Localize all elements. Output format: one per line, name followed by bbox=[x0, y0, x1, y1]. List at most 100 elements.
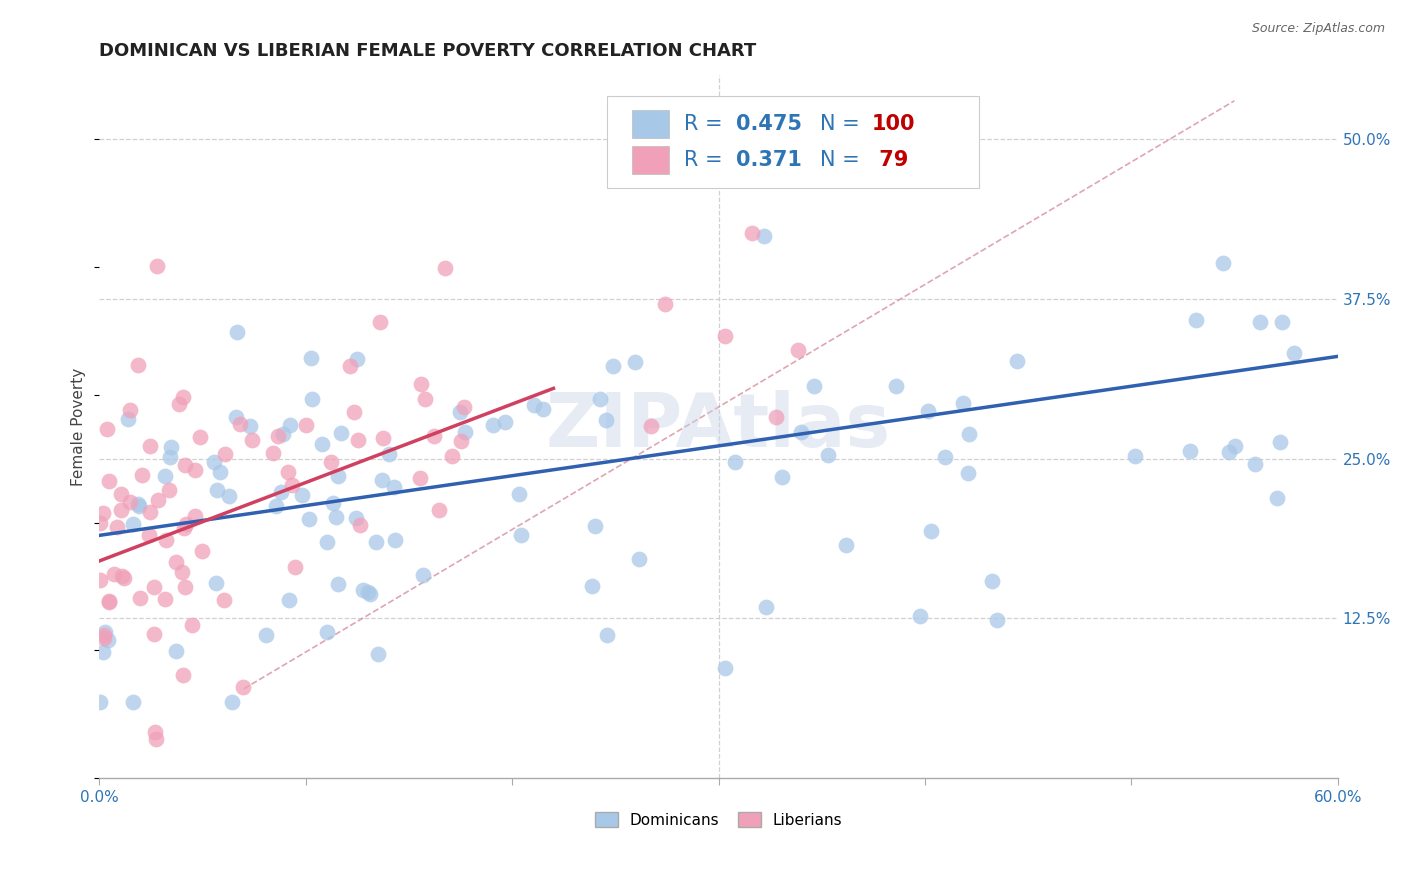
Point bbox=[205, 483, 228, 497]
Point bbox=[153, 469, 176, 483]
Point bbox=[221, 694, 243, 708]
Point bbox=[382, 480, 405, 494]
Point bbox=[167, 396, 190, 410]
Point bbox=[214, 447, 236, 461]
Point bbox=[384, 533, 406, 547]
Point bbox=[654, 296, 676, 310]
Legend: Dominicans, Liberians: Dominicans, Liberians bbox=[589, 805, 849, 834]
Point bbox=[270, 485, 292, 500]
FancyBboxPatch shape bbox=[607, 96, 979, 187]
Point bbox=[316, 535, 339, 549]
Point bbox=[908, 608, 931, 623]
Point bbox=[409, 470, 432, 484]
Point bbox=[93, 624, 115, 639]
Point bbox=[160, 440, 183, 454]
Text: 100: 100 bbox=[872, 114, 915, 135]
Point bbox=[240, 433, 263, 447]
Text: R =: R = bbox=[683, 150, 730, 169]
Point bbox=[145, 259, 167, 273]
Point bbox=[214, 593, 236, 607]
Point bbox=[93, 627, 115, 641]
Point bbox=[131, 468, 153, 483]
Point bbox=[1267, 491, 1289, 506]
Point bbox=[412, 567, 434, 582]
Point bbox=[96, 422, 118, 436]
Point bbox=[952, 396, 974, 410]
Point bbox=[271, 426, 294, 441]
Point bbox=[299, 351, 322, 365]
Point bbox=[208, 465, 231, 479]
Point bbox=[508, 487, 530, 501]
Point bbox=[1184, 313, 1206, 327]
Point bbox=[981, 574, 1004, 588]
Point bbox=[359, 587, 381, 601]
Text: R =: R = bbox=[683, 114, 730, 135]
Point bbox=[595, 413, 617, 427]
Text: 0.371: 0.371 bbox=[735, 150, 801, 169]
Point bbox=[886, 379, 908, 393]
Point bbox=[370, 473, 392, 487]
Point bbox=[277, 593, 299, 607]
Point bbox=[770, 470, 793, 484]
Point bbox=[454, 425, 477, 439]
Point bbox=[357, 585, 380, 599]
Point bbox=[441, 449, 464, 463]
Point bbox=[155, 533, 177, 547]
Point bbox=[1180, 444, 1202, 458]
Point bbox=[326, 469, 349, 483]
Point bbox=[174, 517, 197, 532]
Point bbox=[427, 503, 450, 517]
Point bbox=[315, 624, 337, 639]
Point bbox=[453, 401, 475, 415]
Point bbox=[97, 632, 120, 647]
Point bbox=[817, 448, 839, 462]
Point bbox=[352, 583, 374, 598]
Point bbox=[129, 591, 152, 606]
Point bbox=[98, 594, 121, 608]
Point bbox=[627, 552, 650, 566]
Point bbox=[494, 415, 516, 429]
Point bbox=[89, 516, 111, 531]
Point bbox=[202, 455, 225, 469]
Point bbox=[368, 315, 391, 329]
Y-axis label: Female Poverty: Female Poverty bbox=[72, 368, 86, 486]
Point bbox=[190, 544, 212, 558]
Point bbox=[510, 527, 533, 541]
Point bbox=[344, 511, 367, 525]
Point bbox=[120, 495, 142, 509]
Text: 0.475: 0.475 bbox=[735, 114, 801, 135]
Point bbox=[93, 631, 115, 645]
Point bbox=[277, 465, 299, 479]
Point bbox=[172, 391, 194, 405]
Point bbox=[326, 576, 349, 591]
Point bbox=[122, 694, 145, 708]
Point bbox=[787, 343, 810, 357]
Point bbox=[91, 507, 114, 521]
Point bbox=[301, 392, 323, 406]
Point bbox=[1005, 353, 1028, 368]
Point bbox=[118, 403, 141, 417]
Point bbox=[173, 521, 195, 535]
Point bbox=[602, 359, 624, 373]
Point bbox=[1123, 449, 1146, 463]
Point bbox=[329, 425, 352, 440]
Point bbox=[139, 505, 162, 519]
Point bbox=[1212, 256, 1234, 270]
Point bbox=[1270, 435, 1292, 450]
Point bbox=[378, 447, 401, 461]
Point bbox=[159, 450, 181, 464]
Point bbox=[145, 731, 167, 746]
Point bbox=[142, 580, 165, 594]
Point bbox=[89, 694, 111, 708]
Point bbox=[128, 499, 150, 513]
Point bbox=[367, 647, 389, 661]
Text: Source: ZipAtlas.com: Source: ZipAtlas.com bbox=[1251, 22, 1385, 36]
Point bbox=[170, 566, 193, 580]
Point bbox=[347, 433, 370, 447]
Point bbox=[146, 492, 169, 507]
Point bbox=[127, 358, 149, 372]
Point bbox=[311, 436, 333, 450]
Point bbox=[934, 450, 956, 464]
Point bbox=[145, 724, 167, 739]
Point bbox=[364, 535, 387, 549]
